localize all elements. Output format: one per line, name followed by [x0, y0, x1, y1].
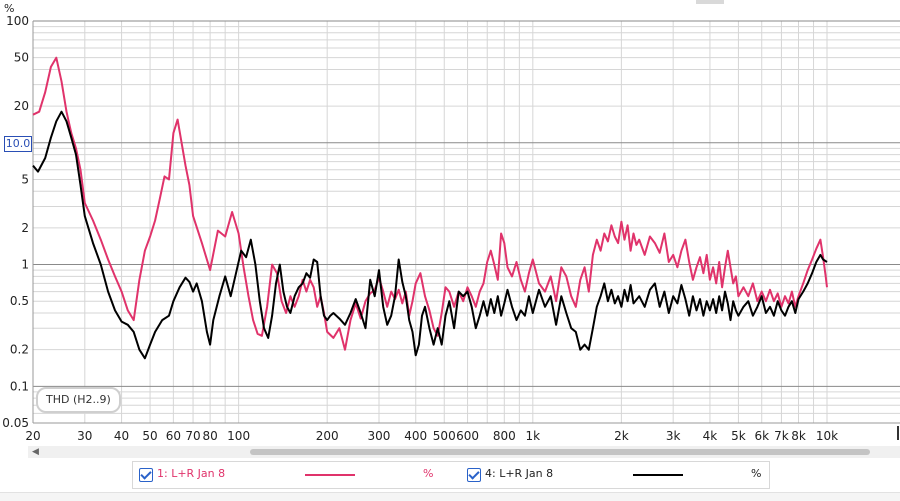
scrollbar-thumb[interactable] — [250, 449, 870, 455]
x-tick-label: 2k — [614, 429, 629, 443]
x-tick-label: 7k — [774, 429, 789, 443]
y-tick-label: 20 — [14, 99, 29, 113]
y-tick-label: 50 — [14, 51, 29, 65]
horizontal-scrollbar[interactable]: ◀ — [28, 446, 900, 458]
legend-unit-2: % — [751, 467, 762, 480]
x-tick-label: 100 — [227, 429, 250, 443]
legend-swatch-1 — [305, 474, 355, 476]
legend-checkbox-2-checked-icon[interactable] — [467, 468, 481, 482]
legend-label-1: 1: L+R Jan 8 — [157, 467, 226, 480]
x-tick-label: 800 — [493, 429, 516, 443]
x-tick-label: 60 — [166, 429, 181, 443]
x-tick-label: 5k — [731, 429, 746, 443]
x-tick-label: 8k — [791, 429, 806, 443]
y-cursor-readout[interactable]: 10.0 — [4, 136, 32, 152]
x-tick-label: 4k — [703, 429, 718, 443]
x-tick-label: 300 — [368, 429, 391, 443]
series-line-1 — [32, 56, 828, 351]
x-tick-label: 3k — [666, 429, 681, 443]
legend: 1: L+R Jan 8 % 4: L+R Jan 8 % — [132, 461, 770, 489]
toolbar-button-stub[interactable] — [696, 0, 724, 4]
legend-checkbox-1-checked-icon[interactable] — [139, 468, 153, 482]
x-tick-label: 600 — [456, 429, 479, 443]
x-tick-label: 40 — [114, 429, 129, 443]
thd-chart: 100 50 20 5 2 1 0.5 0.2 0.1 0.05 20 30 40 50 60 70 80 10… — [2, 2, 900, 443]
x-tick-label: 1k — [526, 429, 541, 443]
x-tick-label: 200 — [316, 429, 339, 443]
scroll-left-arrow-icon[interactable]: ◀ — [32, 447, 39, 457]
x-tick-label: 20 — [25, 429, 40, 443]
x-axis-ticks: 20 30 40 50 60 70 80 100 200 300 400 500 600 800 1k 2k 3… — [25, 429, 838, 443]
scroll-edge-marker — [897, 426, 899, 440]
x-tick-label: 30 — [77, 429, 92, 443]
x-tick-label: 70 — [185, 429, 200, 443]
y-tick-label: 5 — [21, 172, 29, 186]
plot-grid — [32, 20, 900, 424]
x-tick-label: 400 — [404, 429, 427, 443]
x-tick-label: 500 — [433, 429, 456, 443]
series-line-2 — [32, 110, 828, 360]
y-tick-label: 0.2 — [10, 343, 29, 357]
x-tick-label: 6k — [754, 429, 769, 443]
y-unit-label: % — [4, 2, 14, 15]
legend-unit-1: % — [423, 467, 434, 480]
y-tick-label: 0.1 — [10, 379, 29, 393]
x-tick-label: 10k — [816, 429, 838, 443]
legend-swatch-2 — [633, 474, 683, 476]
x-tick-label: 80 — [202, 429, 217, 443]
y-tick-label: 0.5 — [10, 294, 29, 308]
legend-label-2: 4: L+R Jan 8 — [485, 467, 554, 480]
thd-toggle-button[interactable]: THD (H2..9) — [36, 387, 121, 413]
y-tick-label: 100 — [6, 14, 29, 28]
x-tick-label: 50 — [142, 429, 157, 443]
plot-series — [32, 56, 828, 360]
y-tick-label: 0.05 — [2, 416, 29, 430]
y-tick-label: 2 — [21, 221, 29, 235]
status-strip — [0, 492, 900, 501]
y-tick-label: 1 — [21, 258, 29, 272]
y-axis-ticks: 100 50 20 5 2 1 0.5 0.2 0.1 0.05 — [2, 14, 29, 430]
